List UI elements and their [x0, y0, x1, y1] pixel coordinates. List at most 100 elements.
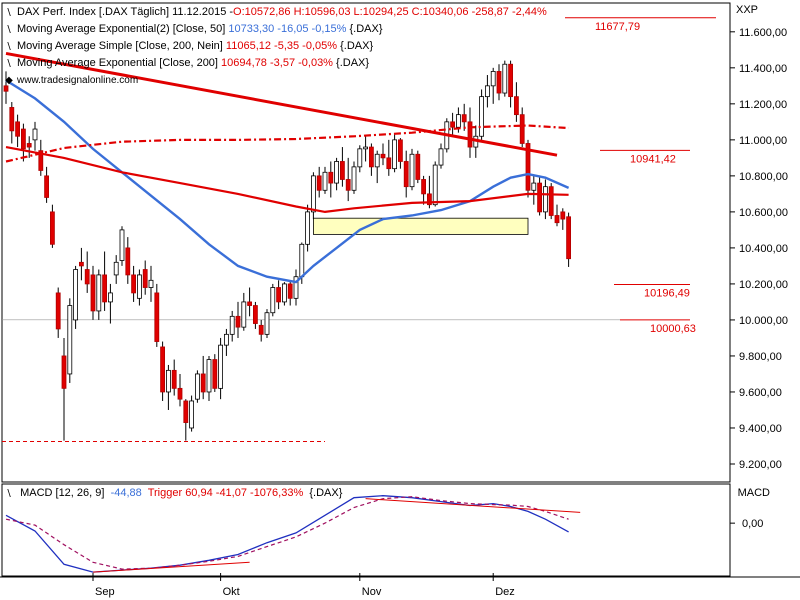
candle	[90, 265, 96, 320]
level-label: 10196,49	[644, 288, 690, 300]
candle	[235, 301, 241, 338]
series-line-icon: \	[7, 41, 11, 52]
candle-body	[218, 344, 224, 389]
source-link[interactable]: www.tradesignalonline.com	[17, 75, 139, 86]
candle-body	[84, 269, 90, 285]
candle	[467, 107, 473, 158]
level-label: 10941,42	[630, 153, 676, 165]
candle	[409, 148, 415, 191]
candle-body	[55, 292, 61, 330]
candle	[84, 251, 90, 293]
candle	[293, 269, 299, 306]
candle	[44, 166, 49, 203]
series-line-icon: \	[7, 488, 11, 499]
candle	[276, 280, 282, 310]
candle	[432, 161, 438, 207]
candle-body	[351, 166, 357, 191]
candle	[160, 341, 166, 401]
candle-body	[252, 305, 258, 324]
candle-body	[310, 175, 316, 213]
macd-value: -44,88	[110, 487, 142, 499]
candle	[322, 166, 328, 194]
candle-body	[450, 121, 456, 128]
candle-body	[543, 186, 548, 213]
macd-zero-label: 0,00	[742, 518, 763, 530]
candle-body	[357, 148, 363, 168]
macd-trend-line	[365, 498, 581, 513]
candle	[490, 67, 496, 104]
candle	[113, 255, 119, 284]
candle-body	[148, 279, 154, 288]
candle	[79, 247, 84, 281]
candle	[363, 136, 369, 162]
candle	[310, 172, 316, 220]
candle-body	[322, 171, 328, 191]
candle	[339, 147, 345, 187]
candle	[496, 64, 502, 101]
candle	[32, 121, 38, 151]
candle-body	[490, 71, 496, 87]
candle-body	[409, 153, 415, 188]
candle	[531, 175, 537, 205]
candle-body	[339, 161, 345, 180]
candle-body	[421, 179, 427, 195]
candle-body	[519, 114, 525, 144]
macd-suffix: {.DAX}	[309, 487, 343, 499]
candle-body	[554, 215, 560, 224]
candle-body	[566, 216, 571, 260]
candle	[229, 310, 235, 342]
candle	[357, 145, 363, 173]
price-frame	[1, 2, 731, 483]
trend-line	[5, 51, 558, 157]
candle	[3, 71, 9, 104]
candle	[125, 237, 131, 284]
trigger-label: Trigger	[147, 487, 183, 499]
candle	[560, 208, 566, 230]
candle-body	[380, 153, 386, 159]
candle	[38, 139, 44, 176]
candle	[392, 134, 398, 173]
sma200-line	[5, 124, 569, 163]
candle-body	[548, 186, 554, 216]
candle	[55, 287, 61, 338]
candle	[212, 354, 218, 392]
candle-body	[131, 274, 137, 294]
candle	[154, 283, 160, 347]
macd-frame	[1, 483, 731, 577]
candle-body	[223, 333, 229, 346]
candle	[502, 60, 508, 97]
x-tick-label: Nov	[362, 586, 382, 598]
candle-body	[374, 153, 380, 168]
indicator-suffix: {.DAX}	[349, 23, 383, 35]
candle-body	[9, 107, 15, 132]
candle	[15, 114, 21, 148]
candle	[96, 269, 102, 320]
candle-body	[96, 274, 102, 312]
candle-body	[316, 175, 322, 191]
candle-body	[397, 139, 403, 162]
candle	[450, 112, 456, 137]
series-line-icon: \	[7, 7, 11, 18]
candle-body	[32, 128, 38, 141]
candle-body	[61, 355, 67, 389]
ema200-line	[5, 146, 569, 214]
candle-body	[241, 301, 247, 328]
candle-body	[125, 247, 131, 276]
candle	[142, 260, 148, 295]
y-tick-label: 10.800,00	[739, 171, 788, 183]
candle-body	[38, 150, 44, 171]
candle-body	[160, 346, 166, 393]
candle	[316, 166, 322, 198]
candle	[183, 399, 189, 441]
candle	[194, 370, 200, 403]
candle-body	[90, 274, 96, 312]
candle-body	[206, 359, 212, 393]
price-panel: 9.200,00 9.400,00 9.600,00 9.800,00 10.000,0…	[1, 2, 788, 483]
candle	[61, 337, 67, 441]
candle	[305, 204, 311, 252]
candle-body	[79, 261, 84, 267]
series-line-icon: \	[7, 24, 11, 35]
candle	[479, 89, 485, 140]
candle-body	[67, 305, 73, 375]
candle-body	[328, 171, 334, 184]
